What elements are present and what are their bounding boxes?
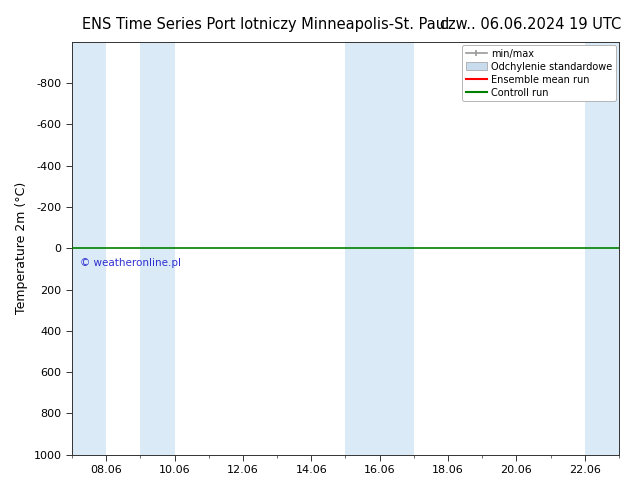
Bar [585,42,619,455]
Bar [72,42,106,455]
Bar [140,42,174,455]
Y-axis label: Temperature 2m (°C): Temperature 2m (°C) [15,182,28,315]
Text: czw.. 06.06.2024 19 UTC: czw.. 06.06.2024 19 UTC [440,17,621,32]
Bar [346,42,414,455]
Text: ENS Time Series Port lotniczy Minneapolis-St. Paul: ENS Time Series Port lotniczy Minneapoli… [82,17,450,32]
Legend: min/max, Odchylenie standardowe, Ensemble mean run, Controll run: min/max, Odchylenie standardowe, Ensembl… [462,45,616,101]
Text: © weatheronline.pl: © weatheronline.pl [80,258,181,268]
